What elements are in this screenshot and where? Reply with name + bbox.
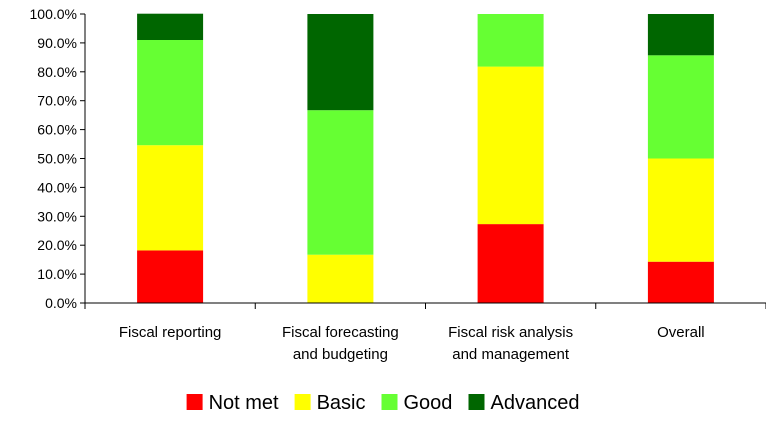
legend-label: Advanced [491, 392, 580, 414]
y-tick-label: 90.0% [37, 35, 77, 51]
x-category-label: Fiscal forecasting and budgeting [282, 324, 399, 363]
bar-advanced-3 [647, 14, 714, 56]
bar-good-1 [307, 110, 374, 255]
bar-basic-3 [647, 158, 714, 262]
x-category-label: Fiscal risk analysis and management [448, 324, 573, 363]
y-tick-label: 10.0% [37, 266, 77, 282]
y-tick-label: 60.0% [37, 122, 77, 138]
y-tick-label: 40.0% [37, 179, 77, 195]
legend-item-basic: Basic [294, 392, 366, 414]
legend-label: Basic [317, 392, 366, 414]
legend-item-good: Good [381, 392, 453, 414]
bar-advanced-1 [307, 14, 374, 111]
y-tick-label: 100.0% [30, 6, 77, 22]
legend-label: Good [404, 392, 453, 414]
bar-good-0 [137, 40, 204, 146]
y-tick-label: 50.0% [37, 151, 77, 167]
legend-label: Not met [209, 392, 279, 414]
bar-not-met-3 [647, 261, 714, 303]
x-category-label: Overall [657, 324, 705, 341]
y-tick-label: 30.0% [37, 208, 77, 224]
bar-basic-1 [307, 254, 374, 303]
y-tick-label: 70.0% [37, 93, 77, 109]
bars-group [137, 13, 714, 303]
y-tick-label: 80.0% [37, 64, 77, 80]
bar-basic-0 [137, 145, 204, 251]
y-tick-label: 20.0% [37, 237, 77, 253]
legend-item-not-met: Not met [186, 392, 279, 414]
bar-good-3 [647, 55, 714, 159]
legend-swatch [468, 394, 485, 410]
bar-basic-2 [477, 66, 544, 225]
bar-good-2 [477, 14, 544, 67]
x-category-label: Fiscal reporting [119, 324, 222, 341]
bar-advanced-0 [137, 13, 204, 40]
legend-item-advanced: Advanced [468, 392, 580, 414]
axes-group: 0.0% 10.0% 20.0% 30.0% 40.0% 50.0% 60.0% 70.0% 8… [30, 6, 766, 363]
legend-swatch [186, 394, 203, 410]
legend: Not met Basic Good Advanced [186, 392, 580, 414]
bar-not-met-0 [137, 250, 204, 303]
legend-swatch [381, 394, 398, 410]
legend-swatch [294, 394, 311, 410]
bar-not-met-2 [477, 224, 544, 303]
y-tick-label: 0.0% [45, 295, 77, 311]
